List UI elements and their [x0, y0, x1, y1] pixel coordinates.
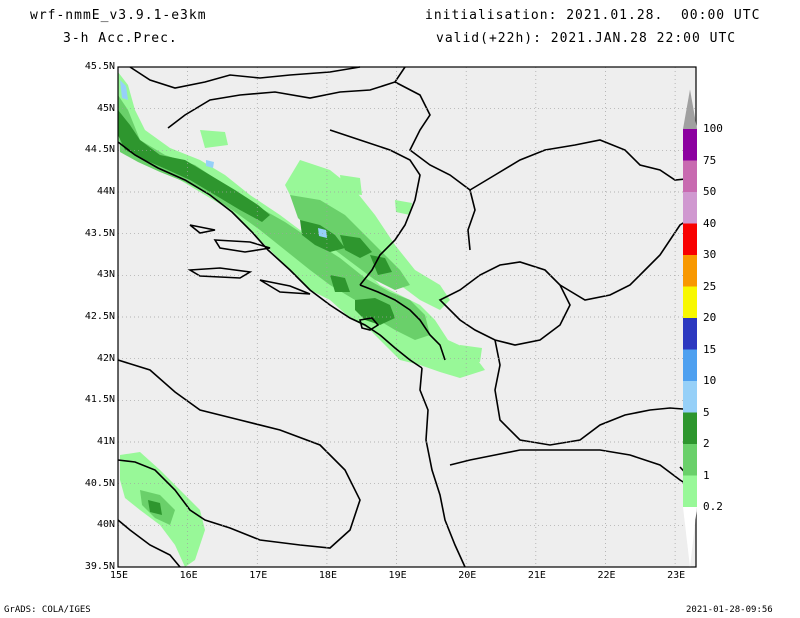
colorbar-label: 10 — [703, 374, 717, 387]
colorbar-label: 30 — [703, 248, 717, 261]
colorbar-label: 75 — [703, 153, 717, 167]
colorbar-label: 20 — [703, 311, 717, 324]
colorbar-swatch — [683, 223, 697, 255]
lat-tick-label: 42.5N — [84, 311, 115, 322]
colorbar-swatch — [683, 475, 697, 507]
northern-border — [129, 66, 361, 89]
precip-dark-montenegro — [330, 275, 395, 325]
colorbar-label: 5 — [703, 405, 710, 419]
footer-credit: GrADS: COLA/IGES — [4, 605, 91, 615]
colorbar-label: 0.2 — [703, 500, 723, 513]
colorbar-swatch — [683, 286, 697, 318]
macedonia-border — [494, 339, 697, 446]
greece-border — [449, 449, 697, 491]
colorbar-swatch — [683, 129, 697, 161]
colorbar-swatch — [683, 318, 697, 350]
island-2 — [213, 239, 271, 253]
lon-tick-label: 20E — [458, 570, 477, 581]
lat-tick-label: 40N — [96, 519, 115, 531]
colorbar-label: 25 — [703, 279, 717, 293]
romania-border — [469, 139, 697, 191]
colorbar-swatch — [683, 89, 697, 129]
lat-tick-label: 45.5N — [84, 61, 115, 72]
lon-tick-label: 22E — [597, 570, 616, 581]
footer-timestamp: 2021-01-28-09:56 — [686, 605, 773, 615]
croatia-coast — [117, 141, 423, 369]
lon-tick-label: 21E — [527, 570, 546, 581]
lake-shkoder — [359, 317, 380, 331]
colorbar-swatch — [683, 412, 697, 444]
lat-tick-label: 44.5N — [84, 144, 115, 156]
model-title: wrf-nmmE_v3.9.1-e3km — [30, 8, 207, 23]
precip-light-dots — [200, 130, 482, 362]
colorbar-swatch — [683, 160, 697, 192]
precipitation-fields — [118, 72, 485, 567]
lat-tick-label: 40.5N — [84, 477, 115, 489]
lat-tick-label: 45N — [96, 102, 115, 114]
montenegro-border — [359, 284, 446, 361]
precip-light-bosnia — [285, 160, 450, 310]
colorbar-swatch — [683, 381, 697, 413]
lat-tick-label: 41N — [96, 436, 115, 447]
valid-time: valid(+22h): 2021.JAN.28 22:00 UTC — [436, 31, 737, 46]
lon-tick-label: 19E — [388, 570, 407, 581]
colorbar-label: 1 — [703, 468, 710, 482]
colorbar-label: 50 — [703, 185, 717, 198]
lat-tick-label: 39.5N — [84, 561, 115, 572]
bulgaria-border — [559, 214, 697, 301]
lat-tick-label: 43.5N — [84, 227, 115, 239]
colorbar-swatch — [683, 255, 697, 287]
bosnia-border-east — [329, 129, 421, 286]
colorbar-swatch — [683, 349, 697, 381]
init-time: initialisation: 2021.01.28. 00:00 UTC — [425, 8, 761, 23]
colorbar-label: 2 — [703, 437, 710, 450]
lat-tick-label: 41.5N — [84, 394, 115, 406]
colorbar-tail — [683, 507, 697, 567]
precip-dark-italy — [148, 500, 162, 515]
island-3 — [259, 279, 311, 295]
italy-coast — [117, 359, 361, 549]
lon-tick-label: 23E — [667, 570, 686, 581]
lat-tick-label: 44N — [96, 186, 115, 197]
croatia-bosnia-border — [167, 66, 406, 129]
grid-lines — [118, 67, 696, 567]
colorbar-label: 40 — [703, 216, 717, 230]
albania-coast — [419, 367, 466, 568]
colorbar — [683, 89, 697, 567]
italy-heel — [117, 519, 181, 568]
lat-tick-label: 42N — [96, 352, 115, 364]
lon-tick-label: 18E — [318, 570, 337, 581]
lat-tick-label: 43N — [96, 269, 115, 281]
product-title: 3-h Acc.Prec. — [63, 31, 178, 46]
colorbar-swatch — [683, 444, 697, 476]
lon-tick-label: 15E — [110, 570, 129, 581]
lon-tick-label: 16E — [179, 570, 198, 581]
colorbar-label: 15 — [703, 342, 717, 356]
colorbar-swatch — [683, 192, 697, 224]
precip-dark-croatia — [118, 110, 270, 222]
kosovo-border — [438, 261, 571, 346]
colorbar-label: 100 — [703, 122, 723, 135]
precip-medium-croatia — [118, 95, 430, 340]
lon-tick-label: 17E — [249, 570, 268, 581]
island-4 — [189, 224, 216, 234]
